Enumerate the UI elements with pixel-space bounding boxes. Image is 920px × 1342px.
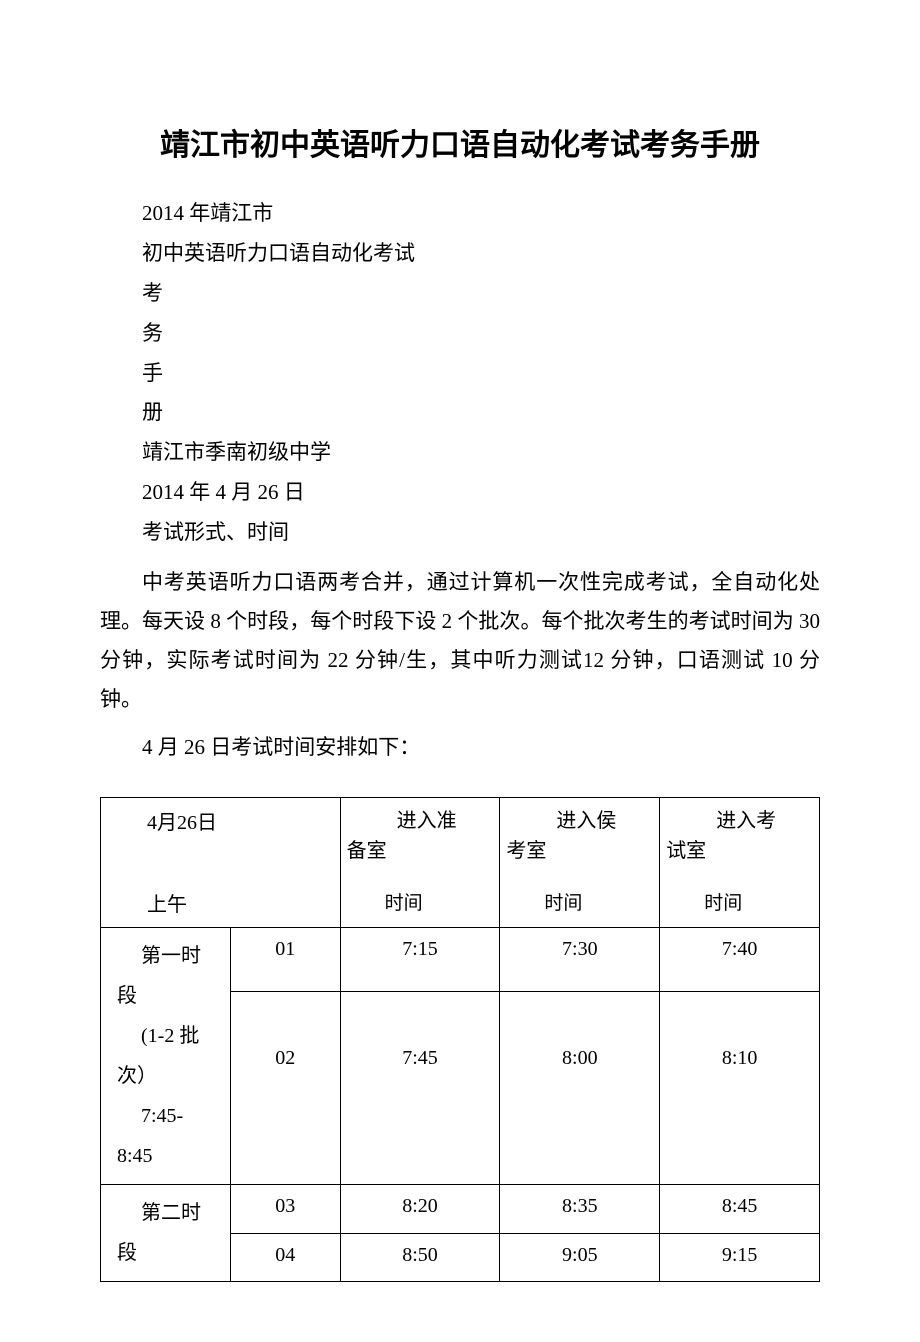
batch-02: 02 [230,991,340,1184]
slot1-l6: 8:45 [117,1145,153,1167]
slot1-l4: 次） [117,1065,157,1087]
s2r2-prep: 8:50 [340,1233,500,1282]
hdr-exam-1: 进入考 [660,798,819,836]
s2r2-wait: 9:05 [500,1233,660,1282]
line-section-heading: 考试形式、时间 [100,513,820,553]
line-year-city: 2014 年靖江市 [100,194,820,234]
hdr-date: 4月26日 [101,798,340,839]
line-kao: 考 [100,274,820,314]
body-paragraph-2: 4 月 26 日考试时间安排如下： [100,728,820,767]
s2r2-exam: 9:15 [660,1233,820,1282]
s1r1-prep: 7:15 [340,928,500,992]
s1r2-exam: 8:10 [660,991,820,1184]
line-wu: 务 [100,314,820,354]
batch-01: 01 [230,928,340,992]
s1r1-wait: 7:30 [500,928,660,992]
hdr-prep-2: 备室 [341,836,500,874]
table-header-row: 4月26日 进入准 备室 进入侯 考室 进入考 试室 [101,798,820,875]
hdr-wait-1: 进入侯 [500,798,659,836]
slot1-l2: 段 [117,985,137,1007]
line-date: 2014 年 4 月 26 日 [100,473,820,513]
hdr-time-3: 时间 [660,874,819,925]
line-school: 靖江市季南初级中学 [100,433,820,473]
body-paragraph-1: 中考英语听力口语两考合并，通过计算机一次性完成考试，全自动化处理。每天设 8 个… [100,563,820,718]
s2r1-wait: 8:35 [500,1185,660,1234]
table-row: 第二时 段 03 8:20 8:35 8:45 [101,1185,820,1234]
line-exam-name: 初中英语听力口语自动化考试 [100,234,820,274]
slot2-l2: 段 [117,1242,137,1264]
hdr-prep-1: 进入准 [341,798,500,836]
s1r2-prep: 7:45 [340,991,500,1184]
hdr-ampm: 上午 [101,874,340,927]
slot1-l5: 7:45- [141,1105,183,1127]
batch-03: 03 [230,1185,340,1234]
slot2-l1: 第二时 [141,1202,201,1224]
slot1-l1: 第一时 [141,945,201,967]
hdr-time-2: 时间 [500,874,659,925]
doc-title: 靖江市初中英语听力口语自动化考试考务手册 [100,120,820,164]
s2r1-prep: 8:20 [340,1185,500,1234]
hdr-wait-2: 考室 [500,836,659,874]
s1r1-exam: 7:40 [660,928,820,992]
hdr-time-1: 时间 [341,874,500,925]
s2r1-exam: 8:45 [660,1185,820,1234]
batch-04: 04 [230,1233,340,1282]
slot1-l3: (1-2 批 [141,1025,199,1047]
s1r2-wait: 8:00 [500,991,660,1184]
table-header-row2: 上午 时间 时间 时间 [101,874,820,928]
table-row: 第一时 段 (1-2 批 次） 7:45- 8:45 01 7:15 7:30 … [101,928,820,992]
schedule-table: 4月26日 进入准 备室 进入侯 考室 进入考 试室 上午 时间 [100,797,820,1282]
hdr-exam-2: 试室 [660,836,819,874]
line-shou: 手 [100,354,820,394]
line-ce: 册 [100,393,820,433]
